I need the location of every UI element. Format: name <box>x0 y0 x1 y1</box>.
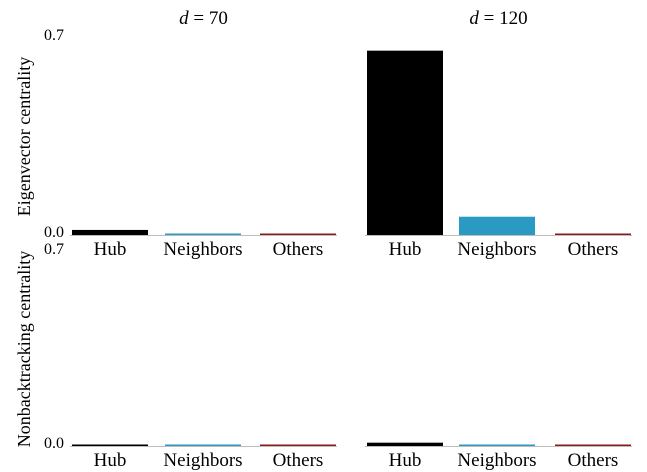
x-tick-label-hub: Hub <box>94 239 127 260</box>
bar-others <box>555 233 631 235</box>
x-tick-label-hub: Hub <box>389 239 422 260</box>
panel-title-1: d = 70 <box>179 8 228 29</box>
y-tick-label: 0.7 <box>44 27 64 44</box>
x-tick-label-neighbors: Neighbors <box>163 239 242 260</box>
bar-neighbors <box>165 444 241 446</box>
x-tick-label-others: Others <box>568 239 619 260</box>
bar-hub <box>72 229 148 235</box>
bar-others <box>260 444 336 446</box>
y-tick-label: 0.0 <box>44 224 64 241</box>
bar-neighbors <box>459 444 535 446</box>
x-tick-label-hub: Hub <box>389 450 422 471</box>
x-tick-label-neighbors: Neighbors <box>163 450 242 471</box>
x-tick-label-others: Others <box>273 239 324 260</box>
bar-hub <box>72 444 148 446</box>
y-axis-label-1: Eigenvector centrality <box>14 57 34 216</box>
x-tick-label-neighbors: Neighbors <box>457 450 536 471</box>
bar-others <box>260 233 336 235</box>
x-tick-label-neighbors: Neighbors <box>457 239 536 260</box>
x-tick-label-others: Others <box>273 450 324 471</box>
y-axis-label-3: Nonbacktracking centrality <box>14 251 34 447</box>
bar-others <box>555 444 631 446</box>
x-tick-label-hub: Hub <box>94 450 127 471</box>
bar-hub <box>367 50 443 235</box>
bar-neighbors <box>459 216 535 235</box>
y-tick-label: 0.7 <box>44 241 64 258</box>
y-tick-label: 0.0 <box>44 435 64 452</box>
bar-hub <box>367 442 443 446</box>
panel-title-2: d = 120 <box>469 8 527 29</box>
bar-neighbors <box>165 233 241 235</box>
x-tick-label-others: Others <box>568 450 619 471</box>
